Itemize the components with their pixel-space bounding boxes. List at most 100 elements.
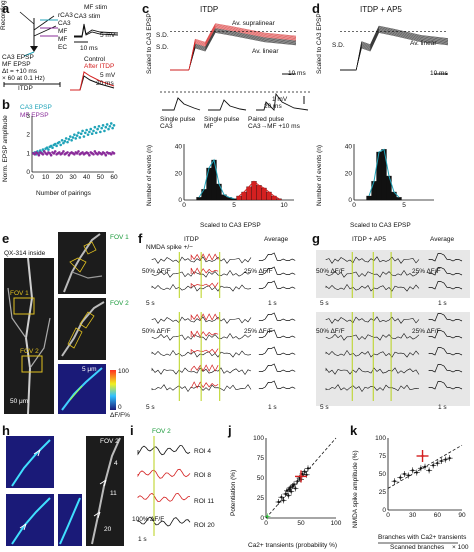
g-time4: 1 s	[438, 404, 447, 411]
c-ylabel: Scaled to CA3 EPSP	[146, 13, 153, 74]
d-fit	[368, 148, 400, 198]
f-bottom-trace-average	[258, 329, 296, 338]
k-fraction-line	[378, 542, 458, 544]
c-bar	[236, 195, 242, 201]
j-point	[280, 496, 283, 499]
c-av-supralinear: Av. supralinear	[232, 20, 275, 27]
j-ytick: 25	[257, 495, 265, 502]
f-time3: 5 s	[146, 404, 155, 411]
f-scale3: 50% ΔF/F	[142, 328, 171, 335]
f-bottom-trace	[151, 367, 252, 376]
k-ytick: 50	[379, 471, 387, 478]
b-point	[81, 129, 84, 133]
panel-c: c ITDP Scaled to CA3 EPSP S.D. S.D. Av. …	[140, 0, 310, 230]
panel-e: e QX-314 inside FOV 1 FOV 2 50 μm FOV 1 …	[0, 232, 136, 422]
c-title: ITDP	[200, 5, 219, 14]
b-ytick: 0	[26, 169, 30, 176]
c-ytick: 0	[178, 197, 182, 204]
j-ytick: 0	[260, 515, 264, 522]
g-top-trace-average	[428, 267, 463, 276]
b-point	[81, 151, 84, 154]
f-bottom-trace-average	[258, 346, 296, 355]
f-average: Average	[264, 236, 289, 243]
f-top-trace	[151, 269, 252, 278]
panel-h: h 4 11 20 FOV 2	[0, 424, 126, 552]
g-bottom-trace-average	[428, 381, 463, 390]
f-bottom-trace-average	[258, 380, 296, 389]
e-fov1-box-label: FOV 1	[10, 290, 29, 297]
d-bar	[376, 151, 382, 201]
b-point	[107, 127, 110, 131]
b-point	[89, 127, 93, 131]
panel-label-k: k	[350, 423, 358, 438]
panel-label-c: c	[142, 1, 150, 16]
g-time3: 5 s	[320, 404, 329, 411]
k-point	[407, 474, 410, 477]
e-fov2-title: FOV 2	[110, 300, 129, 307]
b-point	[60, 138, 64, 142]
d-title: ITDP + AP5	[360, 5, 402, 14]
legend-control: Control	[84, 56, 105, 63]
legend-mf-epsp: MF EPSP	[20, 112, 49, 119]
d-av-linear: Av. linear	[410, 40, 437, 47]
f-top-trace	[151, 256, 252, 264]
d-trace	[340, 25, 449, 71]
d-xlabel: Scaled to CA3 EPSP	[350, 222, 411, 229]
b-point	[108, 124, 112, 128]
ca3-stim-label: CA3 stim	[74, 13, 101, 20]
g-bottom-trace	[325, 384, 420, 393]
g-time1: 5 s	[320, 300, 329, 307]
chart-d: 0 20 40 0 5	[345, 144, 434, 209]
g-bottom-trace-average	[428, 313, 463, 322]
j-point	[303, 470, 306, 473]
g-title: ITDP + AP5	[352, 236, 387, 243]
g-bottom-trace-average	[428, 347, 463, 356]
b-point	[73, 152, 76, 156]
e-neuron-image: FOV 1 FOV 2 50 μm	[4, 257, 54, 415]
b-point	[62, 141, 65, 145]
c-sd-top: S.D.	[156, 32, 169, 39]
i-scale: 100% ΔF/F	[132, 516, 165, 523]
g-average: Average	[430, 236, 455, 243]
stim-traces	[74, 23, 119, 43]
b-point	[53, 150, 57, 153]
b-point	[62, 150, 65, 153]
recording-label: Recording	[0, 0, 7, 30]
b-point	[70, 138, 73, 142]
c-inset-single-mf: Single pulse MF	[204, 116, 240, 130]
f-time1: 5 s	[146, 300, 155, 307]
d-bar	[396, 197, 402, 201]
i-roi8: ROI 8	[194, 472, 211, 479]
b-point	[49, 153, 53, 157]
chart-j: 0 25 50 75 100 0 50 100	[253, 435, 342, 527]
i-trace	[137, 516, 191, 527]
b-point	[103, 152, 106, 155]
c-inset-traces	[160, 91, 310, 111]
e-fov2-image	[58, 298, 106, 360]
e-fov2-box-label: FOV 2	[20, 348, 39, 355]
f-bottom-trace	[151, 316, 252, 324]
b-point	[101, 124, 105, 127]
d-ytick: 40	[345, 144, 353, 151]
b-point	[48, 152, 52, 155]
b-point	[55, 144, 58, 148]
j-fit-line	[265, 437, 337, 519]
i-fov2: FOV 2	[152, 428, 171, 435]
b-point	[53, 142, 57, 146]
cell-label-rca3: rCA3	[58, 12, 73, 19]
k-point	[393, 480, 396, 483]
f-bottom-trace-average	[258, 363, 296, 372]
j-ytick: 50	[257, 475, 265, 482]
h-fov2-title: FOV 2	[100, 438, 119, 445]
panel-b: b CA3 EPSP MF EPSP Norm. EPSP amplitude …	[0, 98, 120, 198]
b-point	[63, 139, 67, 143]
b-point	[99, 130, 102, 134]
k-xtick: 30	[409, 512, 417, 519]
b-point	[97, 124, 101, 128]
j-xtick: 100	[331, 520, 342, 527]
protocol-l3: Δt = +10 ms	[2, 68, 38, 75]
e-colorbar	[110, 370, 116, 410]
b-point	[88, 153, 91, 157]
h-heat-2	[6, 494, 54, 546]
